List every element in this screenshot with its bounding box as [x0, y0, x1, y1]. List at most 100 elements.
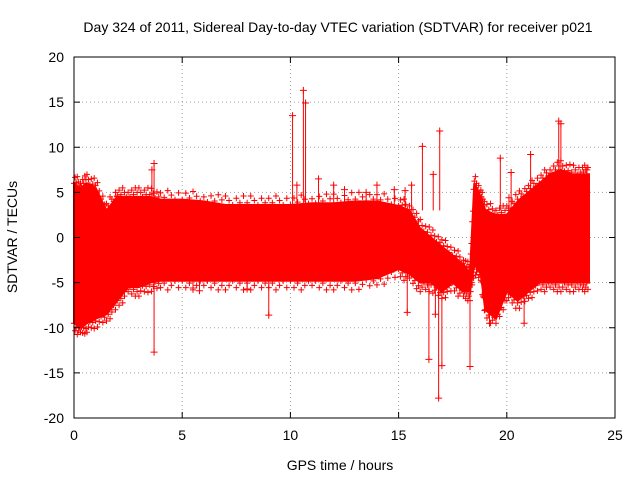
- y-tick-label: -10: [44, 320, 64, 336]
- sdtvar-point: [114, 297, 121, 304]
- sdtvar-point: [548, 170, 555, 177]
- sdtvar-point: [197, 198, 204, 205]
- sdtvar-point: [251, 197, 258, 204]
- sdtvar-point: [355, 189, 362, 196]
- y-tick-label: 5: [56, 184, 64, 200]
- sdtvar-point: [153, 188, 160, 195]
- sdtvar-point: [116, 187, 123, 194]
- sdtvar-point: [251, 282, 258, 289]
- sdtvar-point: [468, 240, 475, 247]
- sdtvar-point: [483, 201, 490, 208]
- sdtvar-point: [478, 278, 485, 285]
- sdtvar-point: [137, 287, 144, 294]
- sdtvar-point: [94, 179, 101, 186]
- sdtvar-point: [384, 196, 391, 203]
- sdtvar-outlier-point: [431, 310, 439, 318]
- sdtvar-point: [116, 302, 123, 309]
- sdtvar-point: [408, 272, 415, 279]
- sdtvar-point: [402, 201, 409, 208]
- sdtvar-outlier-point: [418, 142, 426, 150]
- sdtvar-point: [456, 254, 463, 261]
- sdtvar-point: [503, 297, 510, 304]
- sdtvar-point: [520, 293, 527, 300]
- sdtvar-point: [395, 266, 402, 273]
- sdtvar-point: [429, 290, 436, 297]
- sdtvar-point: [529, 294, 536, 301]
- sdtvar-point: [91, 175, 98, 182]
- sdtvar-point: [377, 196, 384, 203]
- sdtvar-point: [391, 274, 398, 281]
- sdtvar-point: [399, 202, 406, 209]
- sdtvar-point: [175, 189, 182, 196]
- sdtvar-outlier-point: [362, 188, 370, 196]
- sdtvar-point: [200, 193, 207, 200]
- sdtvar-point: [236, 199, 243, 206]
- sdtvar-point: [74, 173, 81, 180]
- sdtvar-point: [492, 320, 499, 327]
- y-tick-label: 20: [48, 49, 64, 65]
- sdtvar-point: [516, 187, 523, 194]
- sdtvar-point: [117, 191, 124, 198]
- sdtvar-point: [309, 282, 316, 289]
- sdtvar-point: [301, 282, 308, 289]
- sdtvar-point: [101, 314, 108, 321]
- sdtvar-point: [538, 172, 545, 179]
- sdtvar-point: [574, 171, 581, 178]
- sdtvar-point: [489, 317, 496, 324]
- sdtvar-point: [476, 271, 483, 278]
- sdtvar-point: [458, 260, 465, 267]
- sdtvar-point: [419, 284, 426, 291]
- sdtvar-outlier-point: [390, 186, 398, 194]
- sdtvar-point: [498, 209, 505, 216]
- sdtvar-point: [139, 193, 146, 200]
- x-tick-label: 5: [178, 427, 186, 443]
- sdtvar-outlier-point: [425, 355, 433, 363]
- sdtvar-point: [413, 210, 420, 217]
- sdtvar-outlier-point: [150, 159, 158, 167]
- sdtvar-point: [566, 161, 573, 168]
- sdtvar-point: [236, 280, 243, 287]
- sdtvar-point: [509, 299, 516, 306]
- sdtvar-point: [501, 207, 508, 214]
- sdtvar-point: [395, 202, 402, 209]
- sdtvar-outlier-point: [196, 287, 204, 295]
- sdtvar-point: [283, 195, 290, 202]
- sdtvar-point: [475, 274, 482, 281]
- sdtvar-point: [126, 284, 133, 291]
- sdtvar-outlier-point: [435, 394, 443, 402]
- sdtvar-outlier-point: [341, 186, 348, 194]
- sdtvar-point: [171, 277, 178, 284]
- sdtvar-point: [480, 202, 487, 209]
- sdtvar-point: [496, 313, 503, 320]
- sdtvar-point: [536, 180, 543, 187]
- sdtvar-point: [475, 182, 482, 189]
- sdtvar-point: [410, 206, 417, 213]
- sdtvar-point: [520, 193, 527, 200]
- sdtvar-point: [366, 191, 373, 198]
- sdtvar-point: [388, 201, 395, 208]
- sdtvar-outlier-point: [299, 86, 307, 94]
- sdtvar-point: [419, 222, 426, 229]
- sdtvar-point: [388, 269, 395, 276]
- sdtvar-point: [309, 195, 316, 202]
- sdtvar-point: [539, 175, 546, 182]
- sdtvar-point: [417, 288, 424, 295]
- sdtvar-point: [541, 166, 548, 173]
- sdtvar-outlier-point: [583, 166, 591, 174]
- sdtvar-point: [563, 162, 570, 169]
- sdtvar-point: [164, 286, 171, 293]
- sdtvar-point: [348, 189, 355, 196]
- sdtvar-point: [381, 281, 388, 288]
- sdtvar-point: [215, 286, 222, 293]
- sdtvar-point: [186, 194, 193, 201]
- sdtvar-point: [550, 163, 557, 170]
- sdtvar-point: [265, 195, 272, 202]
- sdtvar-point: [485, 311, 492, 318]
- sdtvar-outlier-point: [520, 319, 528, 327]
- sdtvar-point: [218, 282, 225, 289]
- sdtvar-point: [226, 282, 233, 289]
- sdtvar-point: [327, 282, 334, 289]
- sdtvar-point: [370, 277, 377, 284]
- sdtvar-point: [453, 284, 460, 291]
- sdtvar-point: [135, 184, 142, 191]
